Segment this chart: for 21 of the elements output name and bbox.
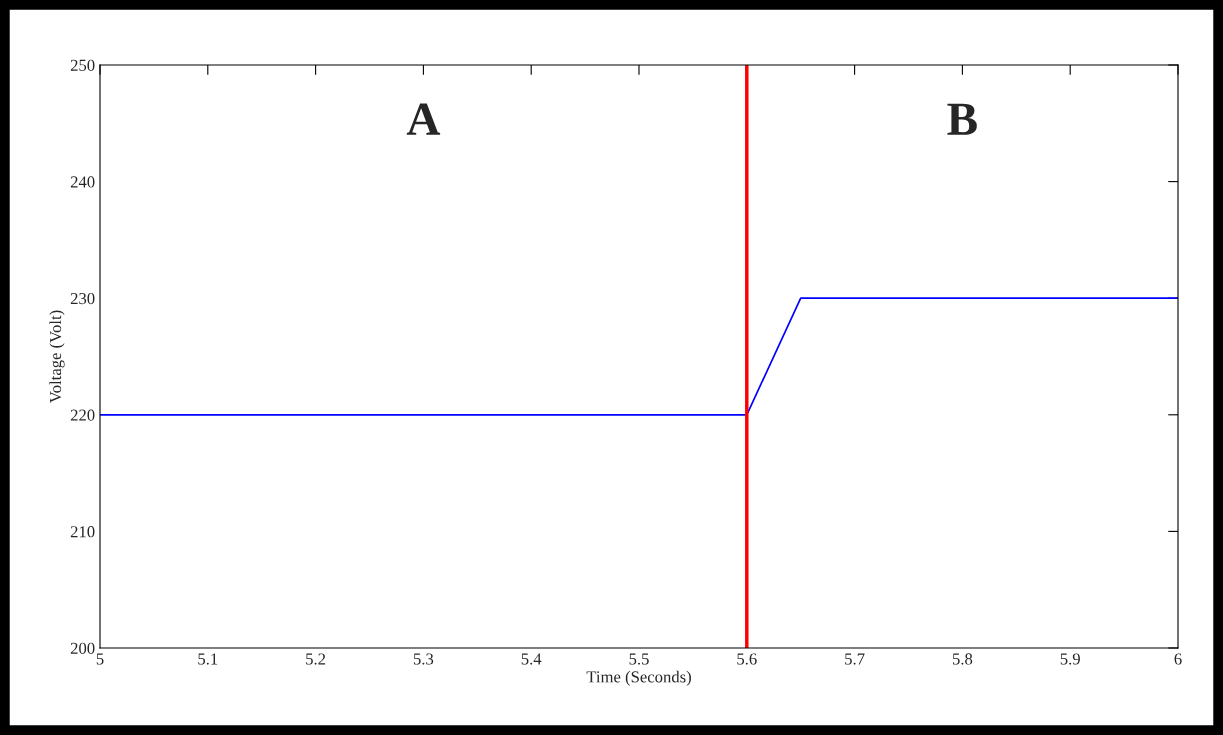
x-tick-label: 5 [96, 653, 104, 665]
x-tick-label: 5.8 [952, 653, 973, 665]
y-tick-label: 250 [70, 59, 95, 71]
x-tick-label: 5.9 [1060, 653, 1080, 665]
x-tick-label: 5.7 [845, 653, 865, 665]
y-tick-label: 200 [70, 642, 95, 654]
x-tick-label: 5.2 [306, 653, 326, 665]
y-tick-label: 230 [70, 292, 95, 305]
y-axis-title: Voltage (Volt) [49, 310, 65, 403]
x-tick-label: 5.6 [737, 653, 757, 665]
x-tick-label: 5.3 [413, 653, 434, 665]
y-tick-label: 210 [70, 526, 95, 538]
y-tick-label: 220 [70, 409, 95, 421]
annotation: A [406, 103, 441, 135]
x-axis-title: Time (Seconds) [586, 670, 691, 686]
y-tick-label: 240 [70, 176, 95, 188]
x-tick-label: 6 [1174, 653, 1182, 665]
x-tick-label: 5.4 [521, 653, 542, 665]
annotation: B [947, 103, 977, 135]
x-tick-label: 5.5 [629, 653, 649, 665]
x-tick-label: 5.1 [198, 653, 218, 665]
